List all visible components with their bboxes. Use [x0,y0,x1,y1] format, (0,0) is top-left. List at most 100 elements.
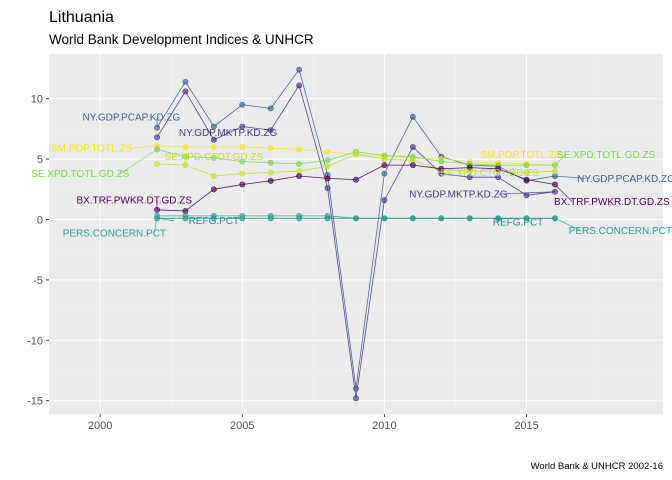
data-point [324,185,331,191]
y-tick-label: 5 [37,154,43,166]
data-point [154,134,160,141]
data-point [495,174,502,181]
data-point [466,174,473,181]
chart-subtitle: World Bank Development Indices & UNHCR [49,32,314,47]
data-point [381,162,388,169]
data-point [296,82,303,89]
data-point [523,176,530,183]
data-point [239,212,246,219]
x-tick-label: 2010 [372,420,396,432]
data-point [296,173,303,179]
data-point [409,144,416,150]
series-pers-concern-pct [154,212,558,222]
series-label: BX.TRF.PWKR.DT.GD.ZS [76,196,192,207]
series-ny-gdp-mktp-kd-zg [154,82,558,402]
label-leader [554,154,567,166]
data-point [210,136,217,143]
label-leader [131,145,158,149]
y-tick-label: 0 [37,215,43,227]
data-point [267,145,274,152]
data-point [182,88,189,95]
label-leader [554,184,573,202]
data-point [324,212,331,219]
data-point [210,144,217,150]
data-point [210,154,217,161]
data-point [409,215,416,222]
data-point [296,146,303,153]
data-point [267,212,274,219]
label-leader [156,217,174,222]
label-layer: NY.GDP.PCAP.KD.ZG NY.GDP.MKTP.KD.ZG SM.POP… [31,112,672,239]
plot-panel [49,54,663,414]
data-point [239,170,246,177]
data-point [438,165,445,172]
data-point [210,173,217,179]
data-point [182,144,189,150]
series-label: REFG.PCT [493,217,544,228]
data-point [324,175,331,182]
series-se-xpd-ctot-gd-zs [154,151,558,179]
data-point [267,169,274,176]
x-tick-label: 2005 [230,420,254,432]
data-point [381,215,388,222]
series-label: PERS.CONCERN.PCT [569,226,672,237]
series-label: SE.XPD.TOTL.GD.ZS [557,150,655,161]
y-tick-label: 10 [31,94,43,106]
data-point [296,212,303,219]
data-point [523,162,530,169]
data-point [324,163,331,170]
chart-caption: World Bank & UNHCR 2002-16 [531,461,663,472]
series-label: SE.XPD.TOTL.GD.ZS [31,169,129,180]
data-point [239,144,246,150]
series-label: NY.GDP.PCAP.KD.ZG [577,174,672,185]
series-label: SE.XPD.CTOT.GD.ZS [440,168,539,179]
data-point [495,165,502,172]
data-point [353,395,359,402]
x-tick-label: 2000 [88,420,112,432]
label-leader [529,170,555,173]
data-point [182,78,189,85]
label-leader [498,191,555,195]
series-label: BX.TRF.PWKR.DT.GD.ZS [554,197,670,208]
data-point [324,148,331,155]
data-point [523,215,530,222]
y-tick-label: -5 [33,275,43,287]
chart-title: Lithuania [49,9,114,26]
data-point [466,164,473,171]
label-leader [154,215,158,233]
data-point [523,192,530,199]
data-point [239,158,246,165]
data-point [353,151,359,158]
data-point [267,105,274,112]
data-point [296,66,303,73]
series-label: NY.GDP.PCAP.KD.ZG [83,112,181,123]
data-point [324,157,331,164]
series-label: SM.POP.TOTL.ZS [51,144,133,155]
series-label: NY.GDP.MKTP.KD.ZG [409,190,508,201]
x-tick-label: 2015 [514,420,538,432]
label-leader [554,175,587,179]
data-point [409,162,416,169]
data-point [409,157,416,164]
data-point [438,215,445,222]
data-point [210,186,217,193]
y-tick-label: -15 [27,396,43,408]
data-point [210,123,217,130]
data-point [409,113,416,120]
label-leader [554,218,581,231]
data-point [296,161,303,167]
data-point [267,159,274,166]
data-point [438,158,445,165]
series-label: SE.XPD.CTOT.GD.ZS [165,152,264,163]
data-point [182,208,189,214]
data-point [353,215,359,222]
data-point [182,212,189,219]
series-label: PERS.CONCERN.PCT [63,228,166,239]
data-point [239,101,246,108]
data-point [154,161,160,167]
data-point [210,212,217,219]
series-label: SM.POP.TOTL.ZS [480,150,562,161]
data-point [239,181,246,188]
data-point [381,197,388,204]
